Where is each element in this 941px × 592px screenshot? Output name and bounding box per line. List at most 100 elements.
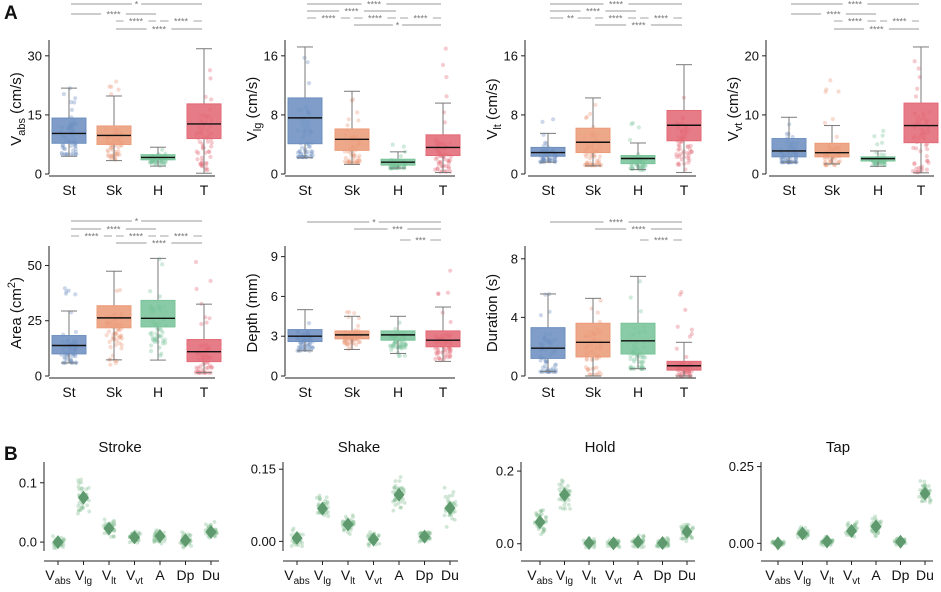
data-point: [641, 533, 646, 538]
data-point: [643, 355, 648, 360]
data-point: [153, 538, 158, 543]
data-point: [452, 517, 457, 522]
data-point: [69, 152, 74, 157]
data-point: [544, 520, 548, 524]
y-axis-label-unit: (cm/s): [244, 77, 261, 123]
data-point: [109, 154, 114, 159]
data-point: [343, 155, 348, 161]
mean-diamond: [681, 524, 693, 539]
box-h: [140, 256, 176, 361]
data-point: [870, 516, 875, 521]
x-tick-label-main: V: [527, 567, 537, 583]
data-point: [547, 309, 552, 314]
data-point: [674, 154, 679, 159]
data-point: [345, 341, 350, 346]
data-point: [137, 530, 141, 535]
data-point: [687, 334, 693, 339]
data-point: [390, 344, 396, 349]
data-point: [86, 486, 91, 490]
data-point: [109, 92, 114, 97]
data-point: [149, 159, 154, 164]
box-iqr: [575, 127, 611, 154]
data-point: [540, 157, 546, 162]
x-tick-label-h: H: [153, 182, 163, 198]
x-tick-label-sub: vt: [852, 576, 860, 587]
data-point: [342, 339, 347, 345]
significance-label: ****: [84, 232, 99, 242]
data-point: [154, 529, 158, 534]
data-point: [436, 162, 441, 167]
data-point: [596, 158, 602, 163]
data-point: [351, 519, 356, 524]
x-tick-label-main: A: [633, 567, 643, 583]
data-point: [676, 147, 681, 152]
y-axis-label-main: V: [484, 130, 501, 140]
significance-bracket: **: [550, 14, 591, 24]
x-tick-label: Vlt: [582, 567, 597, 587]
data-point: [199, 155, 205, 160]
data-point: [76, 481, 81, 485]
significance-bracket: ****: [307, 7, 396, 17]
strip-column: Vvt: [843, 520, 860, 587]
data-point: [583, 115, 589, 121]
data-point: [63, 152, 68, 157]
data-point: [921, 484, 926, 489]
data-point: [399, 505, 404, 510]
data-point: [627, 137, 633, 143]
data-point: [307, 154, 313, 159]
data-point: [640, 164, 645, 169]
box-iqr: [425, 330, 461, 348]
data-point: [401, 488, 406, 493]
data-point: [392, 485, 397, 490]
data-point: [159, 541, 164, 546]
significance-bracket: ****: [400, 14, 441, 24]
data-point: [401, 345, 407, 350]
data-point: [158, 327, 164, 332]
data-point: [685, 522, 689, 527]
data-point: [153, 161, 158, 166]
strip-column: Du: [441, 485, 459, 583]
data-point: [566, 498, 571, 502]
data-point: [66, 354, 71, 359]
data-point: [355, 159, 360, 164]
data-point: [638, 164, 643, 169]
data-point: [836, 160, 841, 165]
data-point: [113, 149, 118, 154]
significance-bracket: ****: [550, 7, 636, 17]
data-point: [403, 345, 408, 350]
x-tick-label-main: Du: [202, 567, 220, 583]
significance-label: ****: [609, 0, 624, 10]
data-point: [138, 532, 143, 536]
data-point: [326, 510, 330, 514]
data-point: [64, 289, 69, 294]
data-point: [852, 523, 857, 527]
data-point: [823, 89, 828, 94]
data-point: [212, 520, 217, 524]
data-point: [435, 347, 441, 353]
data-point: [402, 353, 408, 358]
data-point: [351, 154, 356, 159]
data-point: [640, 163, 645, 169]
data-point: [827, 157, 832, 162]
x-tick-label-sub: vt: [614, 576, 622, 587]
data-point: [683, 307, 688, 312]
data-point: [301, 532, 305, 537]
data-point: [641, 544, 646, 549]
data-point: [326, 514, 331, 519]
data-point: [114, 151, 120, 157]
data-point: [594, 356, 599, 361]
data-point: [873, 514, 878, 519]
data-point: [550, 366, 556, 371]
data-point: [541, 157, 546, 163]
data-point: [149, 160, 154, 165]
strip-column: Vlt: [101, 517, 117, 587]
data-point: [685, 155, 691, 161]
data-point: [873, 533, 878, 538]
data-point: [592, 545, 596, 550]
data-point: [149, 160, 154, 165]
data-point: [446, 160, 452, 165]
data-point: [60, 152, 65, 157]
significance-bracket: ****: [595, 21, 682, 31]
significance-label: ****: [654, 236, 669, 246]
